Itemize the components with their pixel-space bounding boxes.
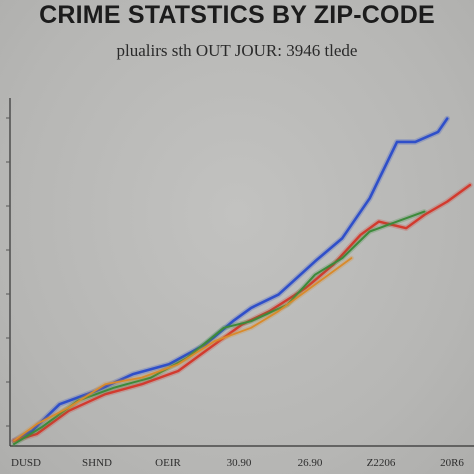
x-tick-label: 20R6 bbox=[440, 457, 464, 469]
series-1-line bbox=[12, 183, 472, 442]
x-tick-label: OEIR bbox=[155, 457, 181, 469]
x-tick-label: Z2206 bbox=[367, 457, 396, 469]
chart-title: CRIME STATSTICS BY ZIP-CODE bbox=[39, 1, 435, 29]
series-layer bbox=[11, 115, 473, 447]
x-tick-labels: DUSD SHND OEIR 30.90 26.90 Z2206 20R6 bbox=[11, 457, 464, 469]
chart-subtitle: plualirs sth OUT JOUR: 3946 tlede bbox=[116, 41, 358, 60]
series-0-line bbox=[12, 117, 449, 442]
series-0-halo bbox=[11, 115, 450, 444]
x-tick-label: 26.90 bbox=[298, 457, 323, 469]
series-3-line bbox=[13, 257, 353, 442]
y-tick-labels bbox=[6, 117, 10, 427]
x-tick-label: DUSD bbox=[11, 457, 41, 469]
x-tick-label: SHND bbox=[82, 457, 112, 469]
x-tick-label: 30.90 bbox=[227, 457, 252, 469]
